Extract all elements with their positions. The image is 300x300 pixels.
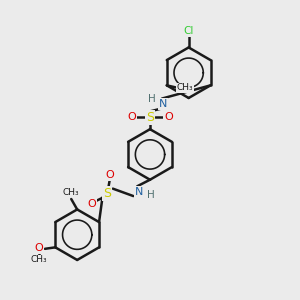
Text: O: O	[164, 112, 173, 122]
Text: N: N	[134, 187, 143, 196]
Text: H: H	[148, 94, 156, 103]
Text: N: N	[159, 99, 168, 109]
Text: O: O	[34, 243, 43, 253]
Text: O: O	[106, 170, 114, 180]
Text: CH₃: CH₃	[177, 83, 194, 92]
Text: H: H	[147, 190, 155, 200]
Text: O: O	[87, 200, 96, 209]
Text: S: S	[103, 187, 111, 200]
Text: O: O	[127, 112, 136, 122]
Text: CH₃: CH₃	[31, 255, 47, 264]
Text: S: S	[146, 111, 154, 124]
Text: CH₃: CH₃	[62, 188, 79, 197]
Text: Cl: Cl	[184, 26, 194, 36]
